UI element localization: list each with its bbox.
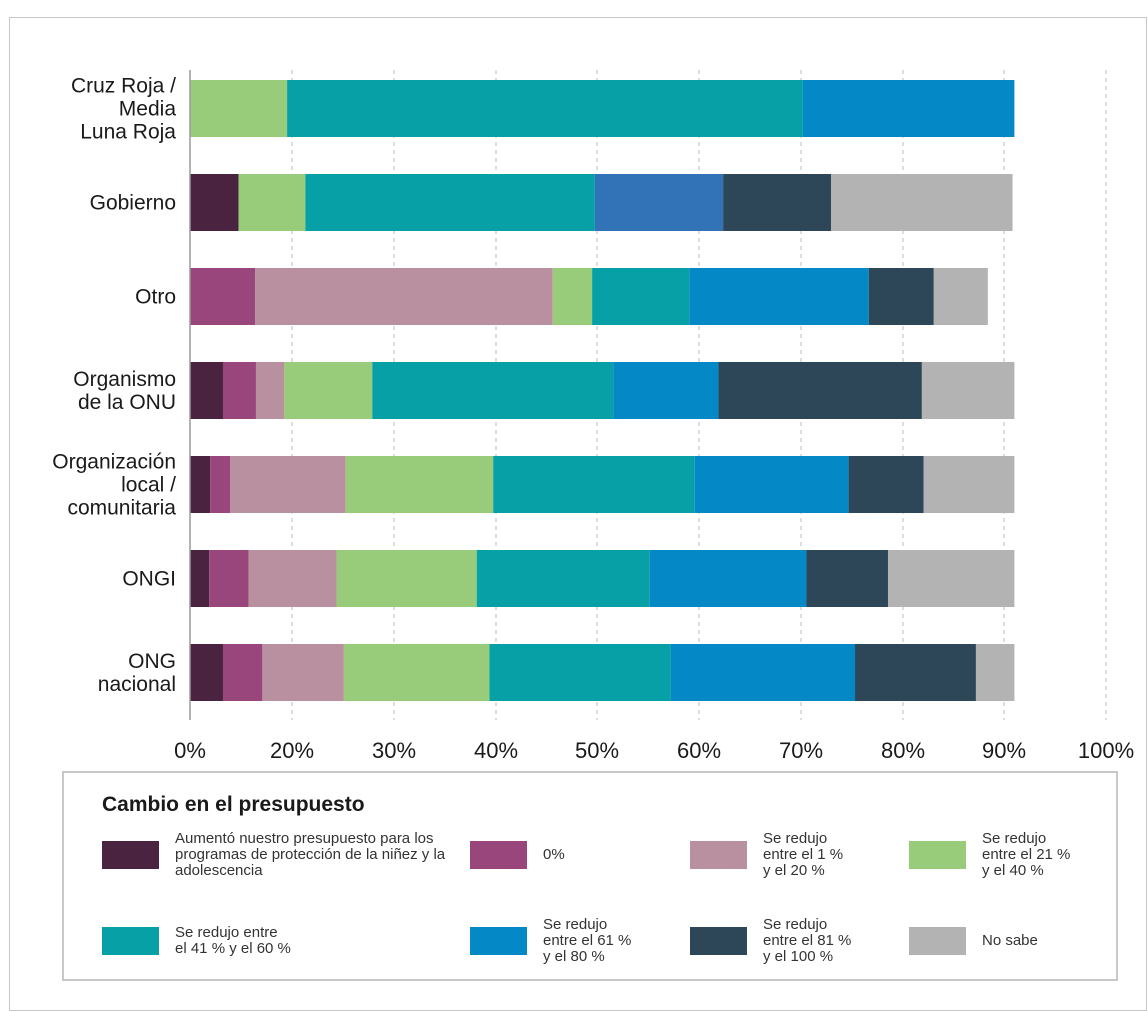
bar-chart: Cruz Roja / Media Luna Roja Gobierno Otro Org… bbox=[52, 70, 1134, 763]
legend-item: 0% bbox=[470, 841, 565, 869]
x-tick-label: 0% bbox=[174, 738, 206, 763]
bar-segment bbox=[975, 644, 1015, 701]
bar-segment bbox=[649, 550, 807, 607]
bar-segment bbox=[190, 456, 211, 513]
bar-segment bbox=[613, 362, 719, 419]
category-label: ONG nacional bbox=[98, 650, 176, 696]
legend-item: Se redujo entre el 21 % y el 40 % bbox=[909, 831, 1070, 879]
category-labels: Cruz Roja / Media Luna Roja Gobierno Otro Org… bbox=[52, 75, 176, 697]
legend-item: Se redujo entre el 41 % y el 60 % bbox=[102, 924, 291, 957]
category-label: Organismo de la ONU bbox=[73, 368, 176, 414]
legend-swatch bbox=[470, 927, 527, 955]
bar-segment bbox=[855, 644, 976, 701]
bar-segment bbox=[831, 174, 1013, 231]
legend-label: 0% bbox=[543, 846, 565, 863]
legend-item: Se redujo entre el 81 % y el 100 % bbox=[690, 917, 851, 965]
bar-segment bbox=[921, 362, 1015, 419]
bar-segment bbox=[248, 550, 337, 607]
bar-segment bbox=[694, 456, 849, 513]
legend-label: Se redujo entre el 81 % y el 100 % bbox=[763, 916, 852, 965]
category-label: Gobierno bbox=[90, 192, 176, 215]
legend-swatch bbox=[909, 841, 966, 869]
bar-segment bbox=[190, 80, 288, 137]
x-tick-label: 80% bbox=[881, 738, 925, 763]
bar-segment bbox=[718, 362, 922, 419]
category-label: ONGI bbox=[122, 568, 176, 591]
bar-segment bbox=[802, 80, 1015, 137]
legend-title: Cambio en el presupuesto bbox=[102, 793, 365, 816]
bar-segment bbox=[284, 362, 373, 419]
legend-swatch bbox=[102, 927, 159, 955]
x-tick-label: 70% bbox=[779, 738, 823, 763]
x-axis-ticks: 0% 20% 30% 40% 50% 60% 70% 80% 90% 100% bbox=[174, 738, 1134, 763]
legend-label: Aumentó nuestro presupuesto para los pro… bbox=[175, 830, 446, 879]
bar-segment bbox=[190, 268, 256, 325]
bar-segment bbox=[190, 550, 210, 607]
bar-segment bbox=[262, 644, 344, 701]
legend-item: Se redujo entre el 1 % y el 20 % bbox=[690, 831, 843, 879]
x-tick-label: 60% bbox=[677, 738, 721, 763]
legend-item: Aumentó nuestro presupuesto para los pro… bbox=[102, 831, 475, 879]
bar-segment bbox=[372, 362, 614, 419]
bar-segment bbox=[489, 644, 671, 701]
x-tick-label: 40% bbox=[474, 738, 518, 763]
bar-segment bbox=[343, 644, 490, 701]
x-tick-label: 100% bbox=[1078, 738, 1134, 763]
x-tick-label: 50% bbox=[575, 738, 619, 763]
category-label: Organización local / comunitaria bbox=[52, 451, 176, 520]
legend-swatch bbox=[690, 927, 747, 955]
legend-label: No sabe bbox=[982, 932, 1038, 949]
bar-segment bbox=[933, 268, 988, 325]
chart-frame bbox=[9, 17, 1147, 1011]
bar-segment bbox=[848, 456, 924, 513]
legend: Cambio en el presupuesto Aumentó nuestro… bbox=[62, 771, 1118, 981]
bar-segment bbox=[923, 456, 1015, 513]
bar-segment bbox=[868, 268, 934, 325]
bar-segment bbox=[222, 644, 263, 701]
bar-segment bbox=[806, 550, 888, 607]
bar-segment bbox=[190, 362, 223, 419]
bar-segment bbox=[210, 456, 231, 513]
legend-swatch bbox=[909, 927, 966, 955]
x-tick-label: 20% bbox=[270, 738, 314, 763]
category-label: Cruz Roja / Media Luna Roja bbox=[71, 75, 176, 144]
legend-label: Se redujo entre el 21 % y el 40 % bbox=[982, 830, 1071, 879]
bar-segment bbox=[287, 80, 803, 137]
bar-segment bbox=[209, 550, 249, 607]
legend-swatch bbox=[470, 841, 527, 869]
bar-segment bbox=[336, 550, 477, 607]
legend-swatch bbox=[690, 841, 747, 869]
bar-segment bbox=[222, 362, 256, 419]
legend-label: Se redujo entre el 1 % y el 20 % bbox=[763, 830, 844, 879]
bar-segment bbox=[592, 268, 690, 325]
legend-label: Se redujo entre el 41 % y el 60 % bbox=[175, 924, 291, 957]
bar-segment bbox=[190, 174, 239, 231]
bar-segment bbox=[190, 644, 223, 701]
bar-segment bbox=[238, 174, 306, 231]
bar-segment bbox=[476, 550, 650, 607]
legend-item: No sabe bbox=[909, 927, 1038, 955]
bar-segment bbox=[552, 268, 593, 325]
bar-segment bbox=[723, 174, 832, 231]
bar-segment bbox=[255, 362, 285, 419]
category-label: Otro bbox=[135, 286, 176, 309]
bar-segment bbox=[305, 174, 595, 231]
x-tick-label: 30% bbox=[372, 738, 416, 763]
bars bbox=[190, 80, 1015, 701]
bar-segment bbox=[670, 644, 856, 701]
bar-segment bbox=[230, 456, 346, 513]
bar-segment bbox=[493, 456, 695, 513]
legend-item: Se redujo entre el 61 % y el 80 % bbox=[470, 917, 631, 965]
bar-segment bbox=[255, 268, 553, 325]
x-tick-label: 90% bbox=[982, 738, 1026, 763]
legend-swatch bbox=[102, 841, 159, 869]
bar-segment bbox=[887, 550, 1015, 607]
legend-label: Se redujo entre el 61 % y el 80 % bbox=[543, 916, 632, 965]
bar-segment bbox=[345, 456, 494, 513]
bar-segment bbox=[594, 174, 724, 231]
bar-segment bbox=[689, 268, 869, 325]
